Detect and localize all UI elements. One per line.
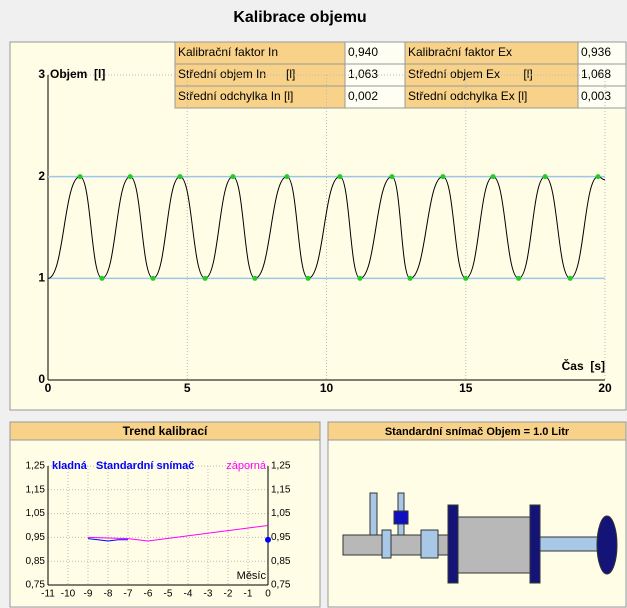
x-axis-label: Čas [s] [562,358,605,373]
x-axis-label: Měsíc [237,570,267,582]
table-text: Kalibrační faktor Ex [408,45,512,59]
table-text: 0,002 [348,89,378,103]
x-tick-label: 20 [598,381,612,395]
marker [408,276,413,281]
marker [252,276,257,281]
marker [337,174,342,179]
marker [543,174,548,179]
y-tick-label: 0,85 [26,556,46,567]
x-tick-label: -11 [41,589,55,600]
y-tick-label: 0,95 [26,532,46,543]
cylinder [458,517,530,573]
x-tick-label: 15 [459,381,473,395]
y-tick-label: 1,05 [26,508,46,519]
x-tick-label: -5 [164,589,173,600]
y-tick-label: 1,15 [26,484,46,495]
marker [128,174,133,179]
y-tick-label: 1,25 [26,461,46,472]
x-tick-label: -2 [224,589,233,600]
table-text: 1,068 [581,67,611,81]
screen: Kalibrace objemu Standardní snímač Objem… [0,0,627,608]
marker [491,174,496,179]
marker [389,174,394,179]
marker [516,276,521,281]
x-tick-label: -7 [124,589,133,600]
plunger [540,537,598,551]
marker [230,174,235,179]
table-text: Střední odchylka Ex [l] [408,89,527,103]
valve-left [370,493,377,535]
marker [284,174,289,179]
diagram-title: Standardní snímač Objem = 1.0 Litr [385,426,570,438]
table-text: Střední odchylka In [l] [178,89,293,103]
valve-block [394,511,408,524]
flange-left [448,505,458,583]
y-tick-label: 1 [38,271,45,285]
page-title: Kalibrace objemu [233,9,366,26]
marker [357,276,362,281]
x-tick-label: -8 [104,589,113,600]
x-tick-label: -3 [204,589,213,600]
y-tick-label: 2 [38,169,45,183]
coupler [421,530,438,558]
marker [440,174,445,179]
y-axis-label: Objem [l] [50,67,105,81]
table-text: Střední objem Ex [l] [408,67,533,81]
subtitle: Standardní snímač [96,460,194,472]
marker [203,276,208,281]
table-text: 0,936 [581,45,611,59]
x-tick-label: 0 [265,589,271,600]
y2-tick-label: 1,15 [271,484,291,495]
marker [100,276,105,281]
table-text: 0,940 [348,45,378,59]
flange-right [530,505,540,583]
x-tick-label: 5 [184,381,191,395]
handle [597,516,617,574]
current-point [265,537,271,543]
y2-tick-label: 1,25 [271,461,291,472]
table-text: Kalibrační faktor In [178,45,278,59]
marker [150,276,155,281]
y2-tick-label: 0,95 [271,532,291,543]
table-text: 0,003 [581,89,611,103]
legend-text: záporná [226,460,267,472]
x-tick-label: -10 [61,589,76,600]
table-text: 1,063 [348,67,378,81]
x-tick-label: 0 [45,381,52,395]
x-tick-label: -6 [144,589,153,600]
collar [382,530,391,558]
chart-title: Trend kalibrací [123,424,208,438]
x-tick-label: -4 [184,589,193,600]
y2-tick-label: 0,75 [271,580,291,591]
marker [463,276,468,281]
table-text: Střední objem In [l] [178,67,295,81]
x-tick-label: 10 [320,381,334,395]
marker [568,276,573,281]
y2-tick-label: 0,85 [271,556,291,567]
marker [178,174,183,179]
y-tick-label: 3 [38,67,45,81]
legend-text: kladná [52,460,88,472]
marker [596,174,601,179]
marker [78,174,83,179]
x-tick-label: -9 [84,589,93,600]
marker [306,276,311,281]
y2-tick-label: 1,05 [271,508,291,519]
x-tick-label: -1 [244,589,253,600]
